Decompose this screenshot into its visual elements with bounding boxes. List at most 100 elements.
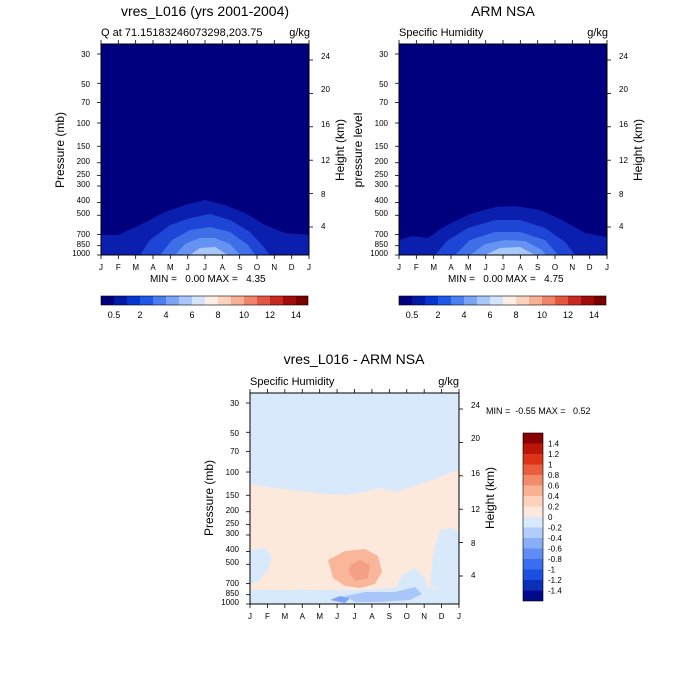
month-tick-label: S <box>237 263 242 272</box>
colorbar-box <box>523 590 543 601</box>
colorbar-label: 0.8 <box>548 471 560 480</box>
month-tick-label: S <box>535 263 540 272</box>
pressure-tick-label: 250 <box>226 519 240 528</box>
colorbar-label: -1.2 <box>548 576 562 585</box>
pressure-tick-label: 400 <box>375 196 389 205</box>
height-tick-label: 24 <box>619 52 628 61</box>
panel-units: g/kg <box>289 27 310 39</box>
colorbar-box <box>542 296 555 305</box>
month-tick-label: D <box>587 263 593 272</box>
minmax-readout: MIN = 0.00 MAX = 4.75 <box>448 274 564 285</box>
pressure-axis: 30 50 70 100 150 200 250 300 400 500 700… <box>72 50 90 258</box>
colorbar-box <box>523 506 543 517</box>
pressure-tick-label: 150 <box>77 142 91 151</box>
colorbar-abs: 0.5 2 4 6 8 10 12 14 <box>398 295 607 320</box>
month-tick-label: O <box>254 263 260 272</box>
colorbar-box <box>218 296 231 305</box>
pressure-tick-label: 850 <box>226 589 240 598</box>
pressure-tick-label: 700 <box>375 230 389 239</box>
month-tick-label: F <box>414 263 419 272</box>
colorbar-label: -0.4 <box>548 534 562 543</box>
month-tick-label: A <box>448 263 454 272</box>
height-tick-label: 16 <box>619 120 628 129</box>
panel-left-label: Q at 71.15183246073298,203.75 <box>101 27 262 39</box>
month-tick-label: J <box>501 263 505 272</box>
month-tick-label: J <box>186 263 190 272</box>
month-tick-label: J <box>457 612 461 621</box>
pressure-tick-label: 250 <box>375 170 389 179</box>
panel-units: g/kg <box>438 376 459 388</box>
colorbar-box <box>523 538 543 549</box>
pressure-tick-label: 30 <box>379 50 388 59</box>
month-tick-label: A <box>150 263 156 272</box>
colorbar-box <box>205 296 218 305</box>
pressure-axis: 30 50 70 100 150 200 250 300 400 500 700… <box>370 50 388 258</box>
month-tick-label: J <box>397 263 401 272</box>
colorbar-frame <box>100 295 309 306</box>
panel-left-label: Specific Humidity <box>399 27 484 39</box>
colorbar-box <box>523 433 543 444</box>
pressure-tick-label: 400 <box>77 196 91 205</box>
month-tick-label: M <box>281 612 288 621</box>
colorbar-label: 10 <box>239 310 249 320</box>
pressure-tick-label: 250 <box>77 170 91 179</box>
colorbar-box <box>516 296 529 305</box>
month-tick-label: F <box>265 612 270 621</box>
colorbar-label: 0.6 <box>548 482 560 491</box>
pressure-tick-label: 150 <box>226 491 240 500</box>
height-tick-label: 4 <box>321 222 326 231</box>
minmax-readout: MIN = 0.00 MAX = 4.35 <box>150 274 266 285</box>
negative-patch-autumn <box>395 568 428 590</box>
colorbar-box <box>192 296 205 305</box>
colorbar-box <box>140 296 153 305</box>
panel-model: vres_L016 (yrs 2001-2004) Q at 71.151832… <box>53 3 347 320</box>
negative-patch-lower-left <box>250 548 272 584</box>
pressure-tick-label: 50 <box>230 429 239 438</box>
colorbar-label: 0 <box>548 513 553 522</box>
height-tick-label: 20 <box>619 85 628 94</box>
panel-difference: vres_L016 - ARM NSA Specific Humidity g/… <box>202 351 591 621</box>
height-tick-label: 8 <box>619 190 624 199</box>
height-axis: 4 8 12 16 20 24 <box>619 52 628 231</box>
month-tick-label: J <box>605 263 609 272</box>
height-tick-label: 4 <box>619 222 624 231</box>
y-axis-label-right: Height (km) <box>333 119 347 181</box>
colorbar-box <box>153 296 166 305</box>
month-axis: J F M A M J J A S O N D J <box>248 612 461 621</box>
colorbar-box <box>464 296 477 305</box>
pressure-tick-label: 200 <box>375 157 389 166</box>
pressure-tick-label: 300 <box>226 529 240 538</box>
month-tick-label: J <box>203 263 207 272</box>
colorbar-box <box>425 296 438 305</box>
colorbar-box <box>555 296 568 305</box>
negative-patch-surface <box>345 587 422 602</box>
month-tick-label: A <box>518 263 524 272</box>
colorbar-label: 14 <box>589 310 599 320</box>
pressure-tick-label: 50 <box>81 80 90 89</box>
y-axis-label-right: Height (km) <box>483 467 497 529</box>
pressure-tick-label: 50 <box>379 80 388 89</box>
colorbar-box <box>166 296 179 305</box>
y-axis-label: Pressure (mb) <box>53 112 67 188</box>
pressure-tick-label: 100 <box>77 119 91 128</box>
pressure-tick-label: 300 <box>375 180 389 189</box>
negative-core-surface <box>330 596 350 603</box>
height-tick-label: 24 <box>321 52 330 61</box>
y-axis-label: pressure level <box>351 113 365 188</box>
pressure-tick-label: 1000 <box>370 249 388 258</box>
axis-ticks <box>97 40 611 608</box>
month-tick-label: N <box>421 612 427 621</box>
pressure-tick-label: 300 <box>77 180 91 189</box>
heatmap-field <box>249 392 460 605</box>
colorbar-box <box>523 454 543 465</box>
colorbar-box <box>270 296 283 305</box>
heatmap-field <box>100 43 310 256</box>
colorbar-label: 2 <box>435 310 440 320</box>
pressure-tick-label: 850 <box>77 240 91 249</box>
month-tick-label: M <box>132 263 139 272</box>
colorbar-label: 8 <box>513 310 518 320</box>
pressure-tick-label: 1000 <box>221 598 239 607</box>
pressure-tick-label: 70 <box>379 98 388 107</box>
colorbar-box <box>523 517 543 528</box>
